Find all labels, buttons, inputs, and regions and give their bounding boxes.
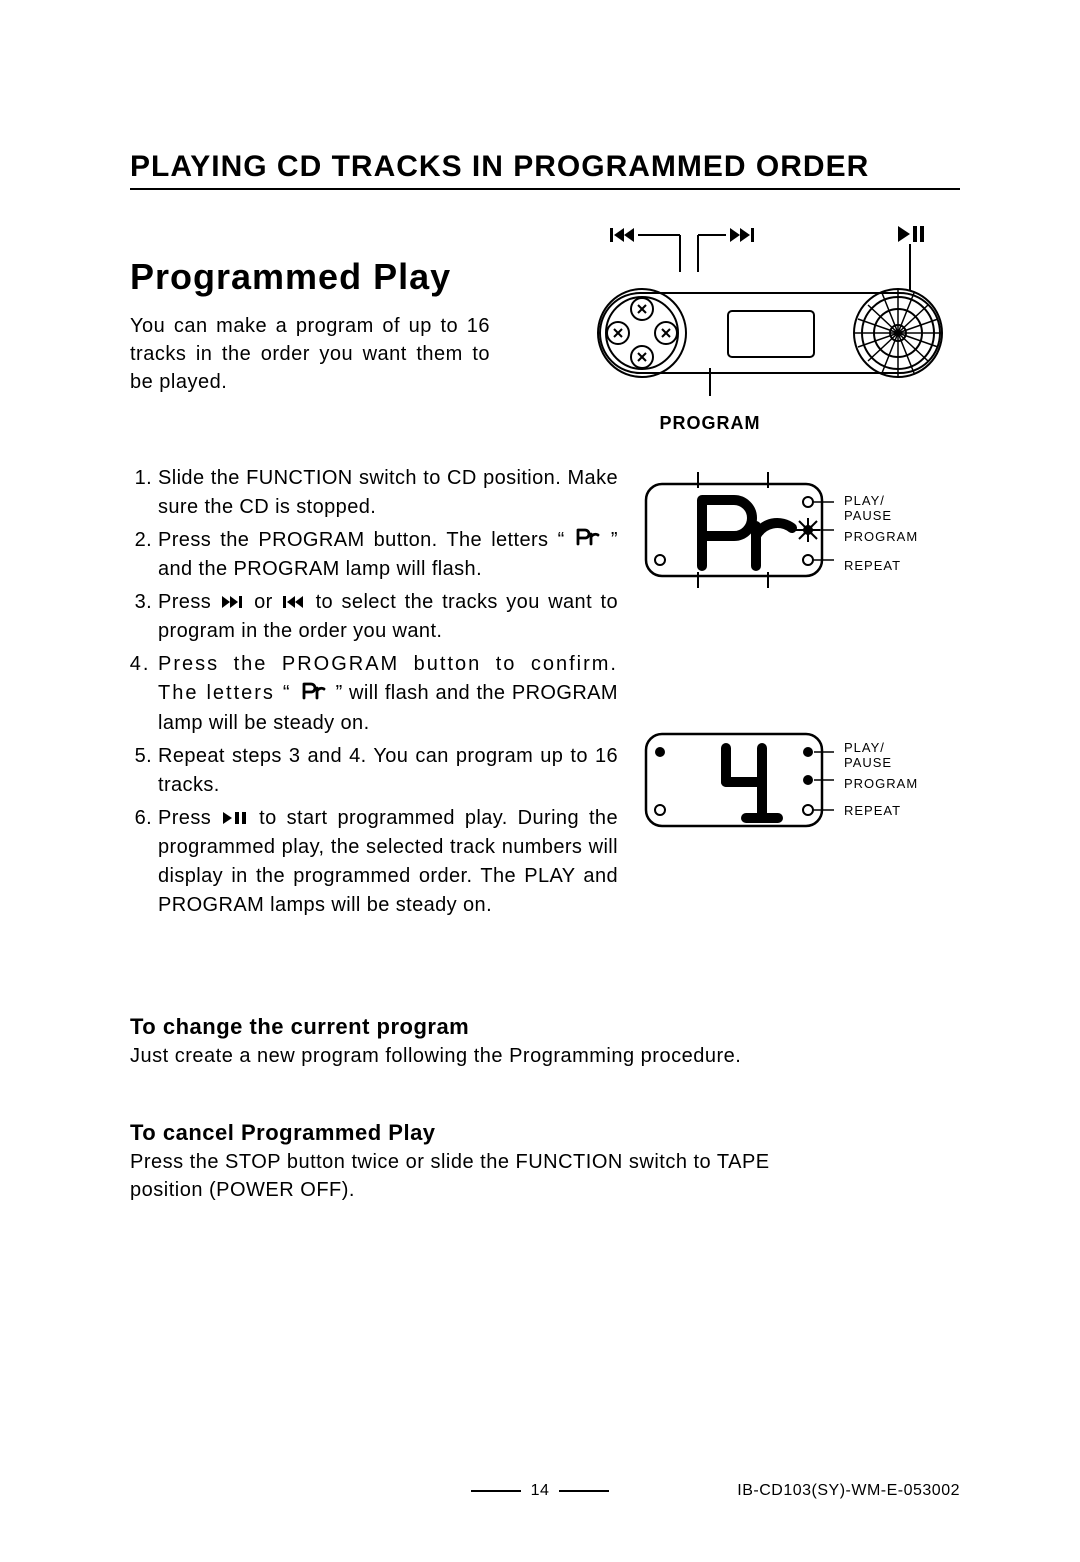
- step-4: Press the PROGRAM button to confirm. The…: [158, 650, 618, 737]
- divider: [130, 188, 960, 190]
- steps-row: Slide the FUNCTION switch to CD position…: [130, 464, 960, 924]
- sub1-heading: To change the current program: [130, 1014, 960, 1040]
- pr-glyph-icon: [302, 680, 326, 709]
- step-5: Repeat steps 3 and 4. You can program up…: [158, 742, 618, 800]
- label-repeat: REPEAT: [844, 558, 918, 573]
- step-5-text: Repeat steps 3 and 4. You can program up…: [158, 745, 618, 796]
- step-1-text: Slide the FUNCTION switch to CD position…: [158, 467, 618, 518]
- intro-col: Programmed Play You can make a program o…: [130, 220, 564, 396]
- step-6a: Press: [158, 807, 221, 829]
- page-title: Programmed Play: [130, 256, 564, 298]
- step-2a: Press the PROGRAM button. The letters “: [158, 529, 574, 551]
- play-pause-icon: [223, 804, 247, 833]
- step-3a: Press: [158, 591, 220, 613]
- pr-glyph-icon: [576, 526, 600, 555]
- doc-id: IB-CD103(SY)-WM-E-053002: [737, 1482, 960, 1500]
- lcd-labels: PLAY/ PAUSE PROGRAM REPEAT: [844, 734, 918, 824]
- intro-row: Programmed Play You can make a program o…: [130, 220, 960, 434]
- prev-track-icon: [283, 588, 305, 617]
- step-3: Press or to select the tracks you want t…: [158, 588, 618, 646]
- lcd-4: PLAY/ PAUSE PROGRAM REPEAT: [638, 724, 918, 834]
- lcd-pr: PLAY/ PAUSE PROGRAM REPEAT: [638, 464, 918, 594]
- section-title: PLAYING CD TRACKS IN PROGRAMMED ORDER: [130, 150, 960, 184]
- step-6: Press to start programmed play. During t…: [158, 804, 618, 920]
- footer-dash: [559, 1490, 609, 1492]
- intro-text: You can make a program of up to 16 track…: [130, 312, 490, 396]
- footer: 14 IB-CD103(SY)-WM-E-053002: [0, 1482, 1080, 1500]
- label-pause: PAUSE: [844, 508, 918, 523]
- lcd-labels: PLAY/ PAUSE PROGRAM REPEAT: [844, 479, 918, 579]
- sub2-heading: To cancel Programmed Play: [130, 1120, 960, 1146]
- page-number: 14: [531, 1482, 550, 1500]
- label-play: PLAY/: [844, 493, 918, 508]
- step-1: Slide the FUNCTION switch to CD position…: [158, 464, 618, 522]
- program-label: PROGRAM: [580, 413, 840, 434]
- steps-list: Slide the FUNCTION switch to CD position…: [130, 464, 618, 924]
- sub2-body: Press the STOP button twice or slide the…: [130, 1148, 790, 1204]
- footer-dash: [471, 1490, 521, 1492]
- label-program: PROGRAM: [844, 776, 918, 791]
- label-pause: PAUSE: [844, 755, 918, 770]
- sub1-body: Just create a new program following the …: [130, 1042, 790, 1070]
- label-repeat: REPEAT: [844, 803, 918, 818]
- step-3b: or: [254, 591, 281, 613]
- next-track-icon: [222, 588, 244, 617]
- label-play: PLAY/: [844, 740, 918, 755]
- step-2: Press the PROGRAM button. The letters “ …: [158, 526, 618, 584]
- manual-page: PLAYING CD TRACKS IN PROGRAMMED ORDER Pr…: [0, 0, 1080, 1562]
- label-program: PROGRAM: [844, 529, 918, 544]
- lcd-column: PLAY/ PAUSE PROGRAM REPEAT: [638, 464, 918, 834]
- device-diagram: PROGRAM: [580, 220, 960, 434]
